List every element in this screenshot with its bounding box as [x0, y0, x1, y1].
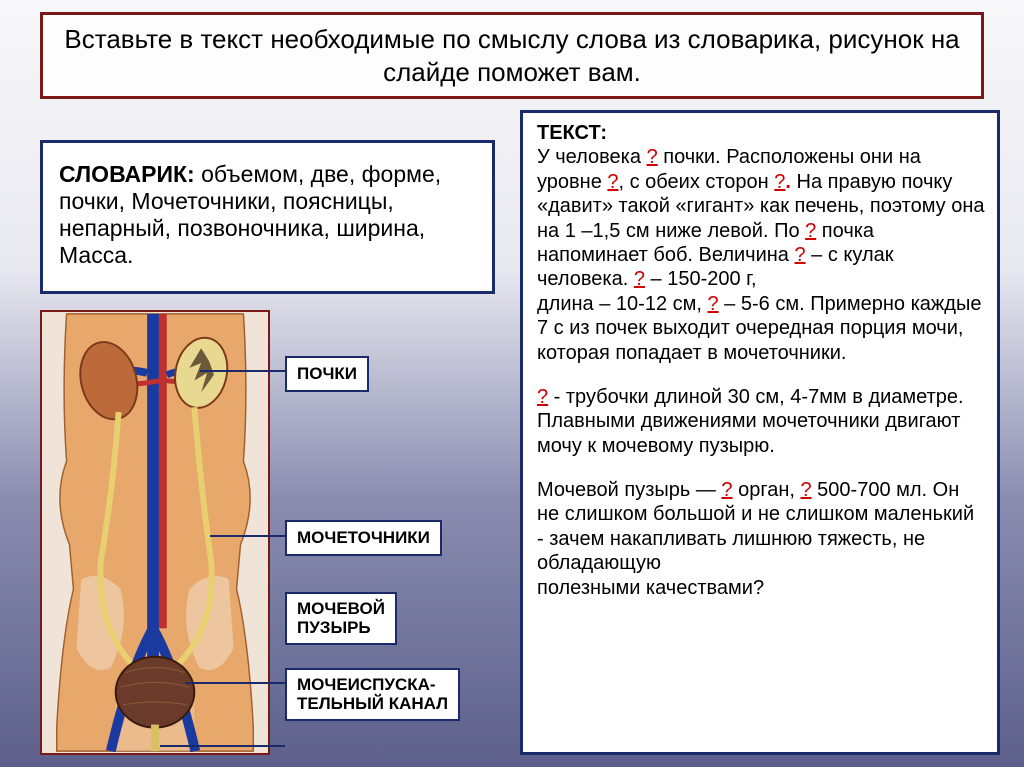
diagram-area: ПОЧКИ МОЧЕТОЧНИКИ МОЧЕВОЙПУЗЫРЬ МОЧЕИСПУ…	[40, 310, 495, 755]
paragraph-2: ? - трубочки длиной 30 см, 4-7мм в диаме…	[537, 385, 985, 458]
paragraph-1: У человека ? почки. Расположены они на у…	[537, 145, 985, 365]
paragraph-3: Мочевой пузырь — ? орган, ? 500-700 мл. …	[537, 478, 985, 600]
vocabulary-content: СЛОВАРИК: объемом, две, форме, почки, Мо…	[59, 161, 476, 269]
text-label: ТЕКСТ:	[537, 122, 607, 144]
pointer-bladder	[185, 682, 285, 684]
title-box: Вставьте в текст необходимые по смыслу с…	[40, 12, 984, 99]
label-kidneys: ПОЧКИ	[285, 356, 369, 392]
title-text: Вставьте в текст необходимые по смыслу с…	[63, 23, 961, 88]
vocabulary-box: СЛОВАРИК: объемом, две, форме, почки, Мо…	[40, 140, 495, 294]
vocabulary-label: СЛОВАРИК:	[59, 161, 195, 187]
pointer-urethra	[160, 745, 285, 747]
text-box: ТЕКСТ: У человека ? почки. Расположены о…	[520, 110, 1000, 755]
label-urethra: МОЧЕИСПУСКА-ТЕЛЬНЫЙ КАНАЛ	[285, 668, 460, 721]
label-bladder: МОЧЕВОЙПУЗЫРЬ	[285, 592, 397, 645]
pointer-kidneys	[200, 370, 285, 372]
label-ureters: МОЧЕТОЧНИКИ	[285, 520, 442, 556]
anatomy-diagram	[40, 310, 270, 755]
pointer-ureters	[210, 535, 285, 537]
